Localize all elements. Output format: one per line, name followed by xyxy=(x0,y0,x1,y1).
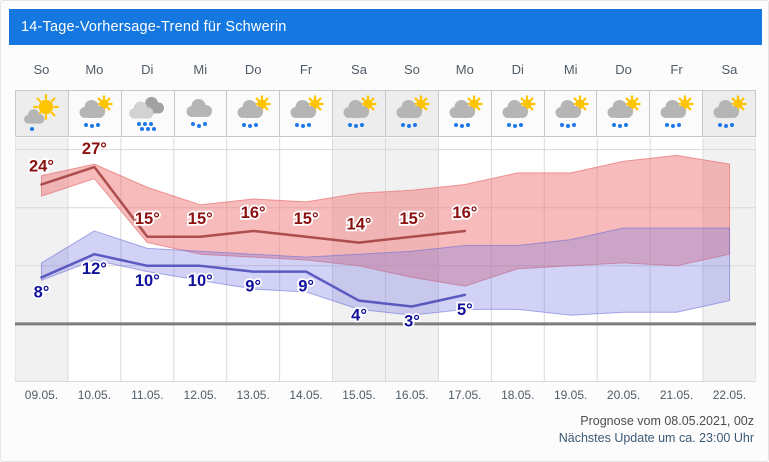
icon-cell xyxy=(227,91,281,136)
day-label: So xyxy=(403,62,420,77)
min-temp-label: 10° xyxy=(135,272,160,290)
weather-icon-cloud-sun-rain xyxy=(237,94,272,128)
icon-cell xyxy=(597,91,651,136)
max-temp-label: 15° xyxy=(135,210,160,228)
date-label: 14.05. xyxy=(289,388,323,402)
icon-cell xyxy=(703,91,756,136)
min-temp-label: 8° xyxy=(34,283,50,301)
weather-icon-cloud-sun-rain xyxy=(343,94,377,128)
icon-cell xyxy=(438,91,492,136)
weather-icon-sun-cloud-shower xyxy=(23,93,59,131)
date-label: 17.05. xyxy=(448,388,482,402)
date-label: 21.05. xyxy=(659,388,694,402)
max-temp-label: 15° xyxy=(294,210,319,228)
day-label: Sa xyxy=(721,62,738,77)
weather-icon-row xyxy=(15,90,756,137)
min-temp-label: 3° xyxy=(404,312,420,330)
date-row: 09.05. 10.05. 11.05. 12.05. 13.05. 14.05. 15.0… xyxy=(15,386,756,404)
date-label: 15.05. xyxy=(342,388,376,402)
weather-icon-cloud-sun-rain xyxy=(79,94,113,128)
day-label: So xyxy=(33,62,50,77)
day-label: Do xyxy=(244,62,262,77)
forecast-chart: 24° 27° 15° 15° 16° 15° 14° 15° 16° 8° 12° 10° 10° 9°… xyxy=(14,138,757,382)
date-label: 20.05. xyxy=(606,388,641,402)
date-label: 13.05. xyxy=(236,388,270,402)
header-bar: 14-Tage-Vorhersage-Trend für Schwerin xyxy=(9,9,762,45)
footer: Prognose vom 08.05.2021, 00z Nächstes Up… xyxy=(559,413,754,447)
date-label: 11.05. xyxy=(131,388,164,402)
next-update-text: Nächstes Update um ca. 23:00 Uhr xyxy=(558,431,754,445)
weather-icon-cloud-sun-rain xyxy=(502,94,536,128)
max-temp-label: 15° xyxy=(188,210,213,228)
min-temp-label: 5° xyxy=(457,301,473,319)
icon-cell xyxy=(333,91,387,136)
icon-cell xyxy=(544,91,598,136)
max-temp-label: 27° xyxy=(82,140,107,158)
icon-cell xyxy=(280,91,334,136)
weather-icon-cloud-sun-rain xyxy=(290,94,324,128)
date-label: 18.05. xyxy=(501,388,535,402)
weather-icon-cloud-rain xyxy=(186,98,212,128)
day-label: Fr xyxy=(670,62,683,77)
day-label: Di xyxy=(511,62,524,77)
page-title: 14-Tage-Vorhersage-Trend für Schwerin xyxy=(21,19,287,35)
forecast-issued-text: Prognose vom 08.05.2021, 00z xyxy=(580,414,754,428)
max-temp-label: 15° xyxy=(399,210,424,228)
weather-icon-cloud-sun-rain xyxy=(713,94,747,128)
icon-cell xyxy=(491,91,545,136)
weather-icon-cloud-sun-rain xyxy=(660,94,694,128)
min-temp-label: 10° xyxy=(188,272,213,290)
weather-icon-cloud-sun-rain xyxy=(449,94,483,128)
min-temp-label: 4° xyxy=(351,307,367,325)
day-label: Mi xyxy=(563,62,578,77)
icon-cell xyxy=(16,91,69,136)
max-temp-label: 16° xyxy=(241,204,266,222)
day-label: Do xyxy=(615,62,632,77)
icon-cell xyxy=(386,91,439,136)
max-temp-label: 24° xyxy=(29,157,54,175)
min-temp-label: 9° xyxy=(298,278,314,296)
date-label: 09.05. xyxy=(24,388,59,402)
weather-icon-cloud-sun-rain xyxy=(607,94,642,128)
forecast-chart-svg: 24° 27° 15° 15° 16° 15° 14° 15° 16° 8° 12° 10° 10° 9°… xyxy=(14,138,757,382)
date-label: 22.05. xyxy=(712,388,747,402)
max-temp-label: 14° xyxy=(347,216,372,234)
weather-icon-cloud-sun-rain xyxy=(396,94,430,128)
date-label: 19.05. xyxy=(553,388,588,402)
icon-cell xyxy=(68,91,122,136)
day-label: Mi xyxy=(193,62,208,77)
day-label: Fr xyxy=(299,62,313,77)
min-temp-label: 12° xyxy=(82,260,107,278)
date-label: 10.05. xyxy=(77,388,112,402)
max-temp-label: 16° xyxy=(452,204,477,222)
date-label: 12.05. xyxy=(183,388,217,402)
date-label: 16.05. xyxy=(395,388,429,402)
icon-cell xyxy=(121,91,175,136)
icon-cell xyxy=(650,91,704,136)
day-label: Mo xyxy=(85,62,104,77)
weather-icon-cloud-sun-rain xyxy=(555,94,589,128)
day-label: Mo xyxy=(455,62,474,77)
day-label: Di xyxy=(141,62,154,77)
min-temp-label: 9° xyxy=(245,278,261,296)
day-label: Sa xyxy=(351,62,367,77)
weather-icon-heavy-rain xyxy=(128,96,164,131)
day-names-row: So Mo Di Mi Do Fr Sa So Mo Di Mi Do Fr Sa xyxy=(15,59,756,81)
icon-cell xyxy=(174,91,228,136)
